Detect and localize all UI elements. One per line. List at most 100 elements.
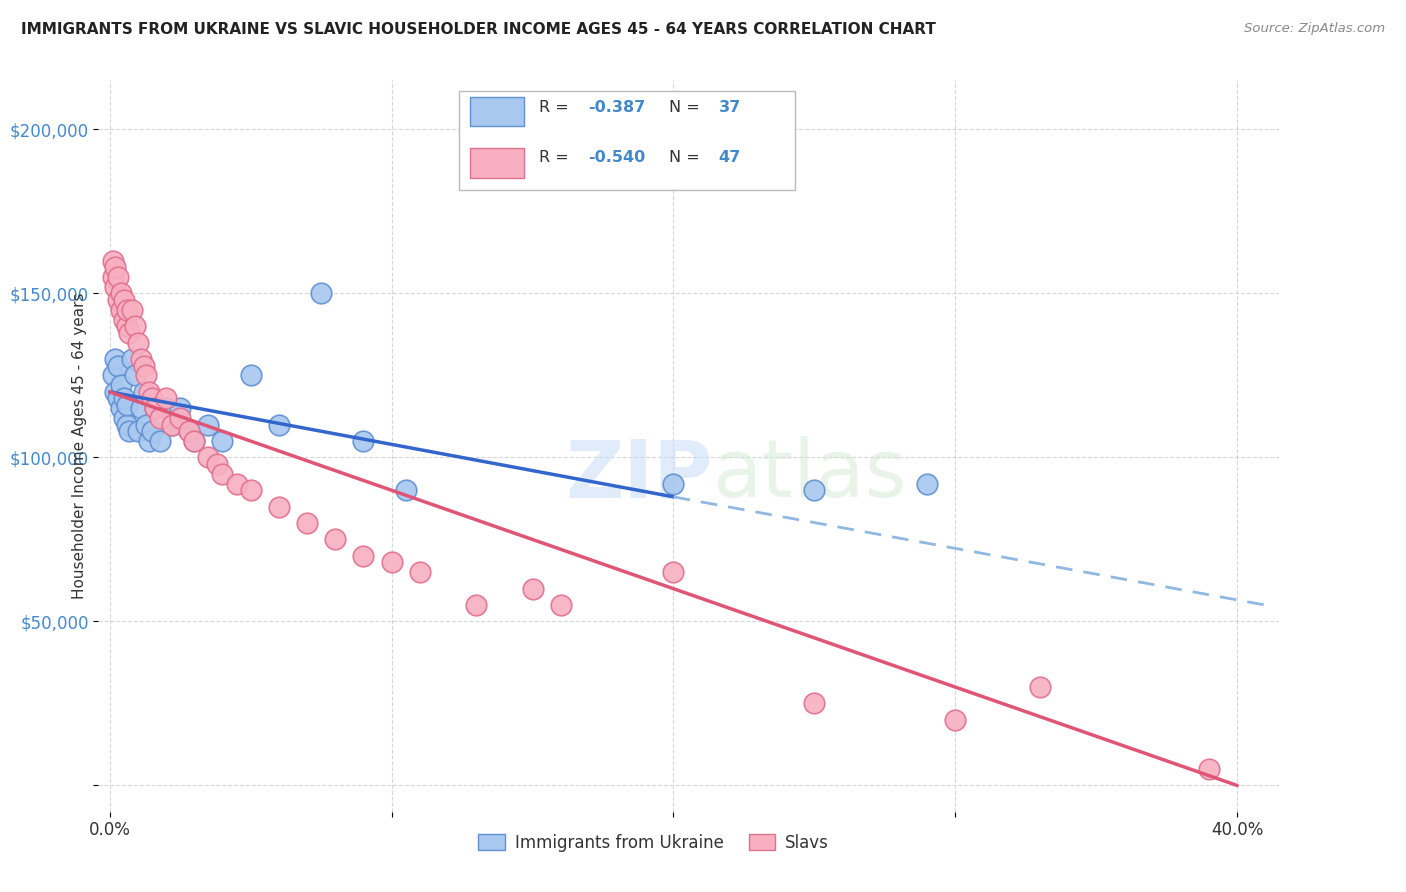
Point — [267, 500, 290, 514]
Point — [662, 566, 685, 580]
Point — [104, 352, 127, 367]
Point — [149, 434, 172, 448]
Point — [662, 476, 685, 491]
Point — [127, 424, 149, 438]
Point — [522, 582, 544, 596]
Point — [112, 411, 135, 425]
Point — [155, 392, 177, 406]
Point — [112, 293, 135, 307]
Point — [118, 326, 141, 340]
Legend: Immigrants from Ukraine, Slavs: Immigrants from Ukraine, Slavs — [471, 827, 835, 858]
Point — [110, 378, 132, 392]
Text: IMMIGRANTS FROM UKRAINE VS SLAVIC HOUSEHOLDER INCOME AGES 45 - 64 YEARS CORRELAT: IMMIGRANTS FROM UKRAINE VS SLAVIC HOUSEH… — [21, 22, 936, 37]
Text: -0.540: -0.540 — [589, 150, 645, 165]
Point — [155, 401, 177, 416]
Point — [129, 352, 152, 367]
Point — [323, 533, 346, 547]
Point — [104, 260, 127, 275]
Point — [112, 392, 135, 406]
Point — [101, 270, 124, 285]
Text: 47: 47 — [718, 150, 741, 165]
Point — [121, 352, 143, 367]
Point — [1029, 680, 1052, 694]
Point — [160, 417, 183, 432]
Point — [132, 384, 155, 399]
Point — [107, 293, 129, 307]
Point — [803, 697, 825, 711]
Point — [104, 384, 127, 399]
Point — [124, 368, 146, 383]
Point — [143, 401, 166, 416]
Point — [205, 457, 228, 471]
Text: R =: R = — [538, 100, 574, 115]
Point — [124, 319, 146, 334]
Point — [943, 713, 966, 727]
Point — [183, 434, 205, 448]
Point — [1198, 762, 1220, 776]
Text: atlas: atlas — [713, 436, 907, 515]
Point — [352, 434, 374, 448]
Point — [803, 483, 825, 498]
Point — [409, 566, 432, 580]
Y-axis label: Householder Income Ages 45 - 64 years: Householder Income Ages 45 - 64 years — [72, 293, 87, 599]
Point — [107, 392, 129, 406]
Point — [295, 516, 318, 530]
Point — [127, 335, 149, 350]
Point — [138, 384, 160, 399]
Point — [141, 424, 163, 438]
Point — [197, 417, 219, 432]
Point — [115, 417, 138, 432]
Point — [107, 270, 129, 285]
Point — [267, 417, 290, 432]
Point — [211, 467, 233, 481]
FancyBboxPatch shape — [458, 91, 796, 190]
Text: -0.387: -0.387 — [589, 100, 645, 115]
Point — [395, 483, 418, 498]
Point — [160, 417, 183, 432]
Point — [121, 302, 143, 317]
Point — [183, 434, 205, 448]
Point — [135, 417, 157, 432]
Point — [915, 476, 938, 491]
Point — [101, 368, 124, 383]
Text: 37: 37 — [718, 100, 741, 115]
Point — [110, 401, 132, 416]
Point — [118, 424, 141, 438]
Point — [225, 476, 247, 491]
Point — [465, 598, 488, 612]
Point — [239, 483, 262, 498]
Point — [143, 401, 166, 416]
Point — [211, 434, 233, 448]
Point — [309, 286, 332, 301]
Point — [239, 368, 262, 383]
Point — [115, 319, 138, 334]
Point — [177, 424, 200, 438]
Point — [141, 392, 163, 406]
Point — [115, 398, 138, 412]
FancyBboxPatch shape — [471, 97, 523, 127]
FancyBboxPatch shape — [471, 148, 523, 178]
Point — [169, 401, 191, 416]
Point — [135, 368, 157, 383]
Text: Source: ZipAtlas.com: Source: ZipAtlas.com — [1244, 22, 1385, 36]
Point — [110, 302, 132, 317]
Point — [110, 286, 132, 301]
Text: R =: R = — [538, 150, 574, 165]
Point — [197, 450, 219, 465]
Text: N =: N = — [669, 150, 704, 165]
Text: N =: N = — [669, 100, 704, 115]
Point — [169, 411, 191, 425]
Point — [101, 253, 124, 268]
Point — [107, 359, 129, 373]
Point — [380, 556, 402, 570]
Point — [550, 598, 572, 612]
Point — [129, 401, 152, 416]
Point — [138, 434, 160, 448]
Point — [352, 549, 374, 563]
Text: ZIP: ZIP — [565, 436, 713, 515]
Point — [132, 359, 155, 373]
Point — [112, 312, 135, 326]
Point — [104, 280, 127, 294]
Point — [115, 302, 138, 317]
Point — [177, 424, 200, 438]
